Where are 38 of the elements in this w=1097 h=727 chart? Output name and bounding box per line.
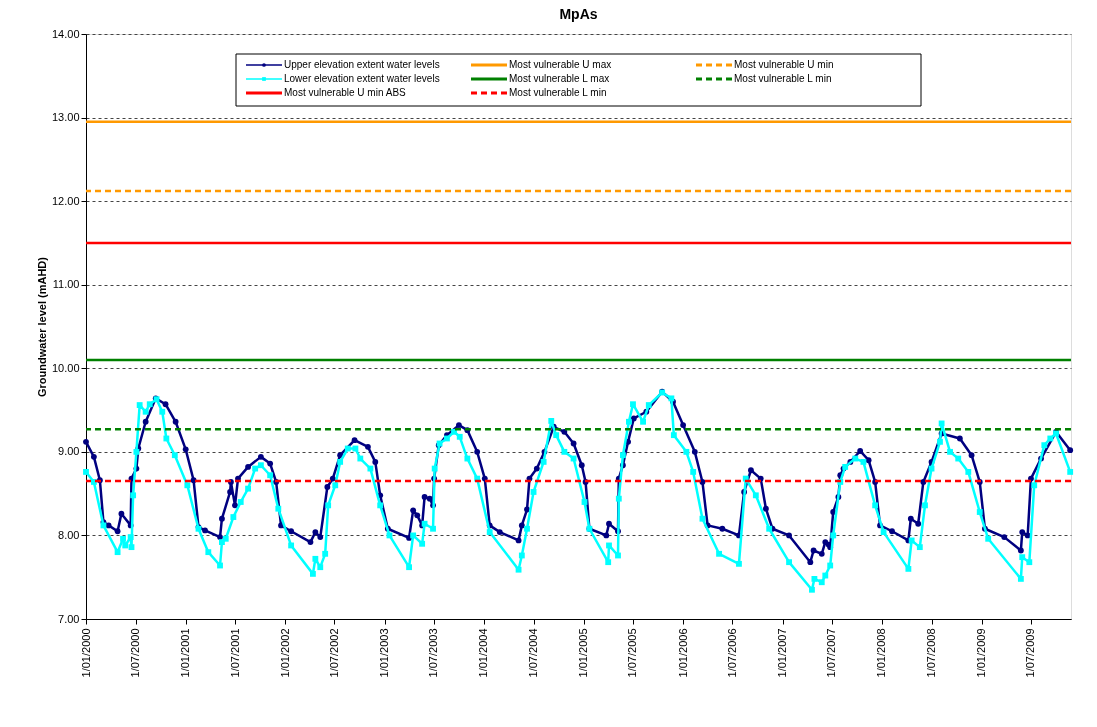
y-tick-label: 10.00 <box>51 361 80 374</box>
x-tick-label: 1/01/2009 <box>975 628 988 678</box>
legend-label: Most vulnerable U max <box>509 59 612 70</box>
x-tick-label: 1/07/2002 <box>327 628 340 678</box>
x-tick-label: 1/07/2000 <box>129 628 142 678</box>
y-tick-label: 12.00 <box>51 194 80 207</box>
x-tick-label: 1/01/2006 <box>676 628 689 678</box>
y-tick-label: 7.00 <box>58 612 80 625</box>
x-tick-label: 1/01/2000 <box>79 628 92 678</box>
legend-label: Most vulnerable L min <box>734 73 832 84</box>
legend-label: Lower elevation extent water levels <box>284 73 440 84</box>
legend-label: Most vulnerable L max <box>509 73 610 84</box>
x-tick-label: 1/07/2004 <box>527 628 540 678</box>
y-tick-label: 9.00 <box>58 445 80 458</box>
legend-label: Upper elevation extent water levels <box>284 59 440 70</box>
x-tick-label: 1/01/2008 <box>875 628 888 678</box>
legend-label: Most vulnerable U min ABS <box>284 87 407 98</box>
x-tick-label: 1/07/2001 <box>228 628 241 678</box>
y-tick-label: 8.00 <box>58 528 80 541</box>
x-tick-label: 1/01/2001 <box>179 628 192 678</box>
y-tick-label: 11.00 <box>52 278 80 291</box>
x-tick-label: 1/01/2004 <box>477 628 490 678</box>
x-tick-label: 1/01/2002 <box>278 628 291 678</box>
y-tick-label: 13.00 <box>51 111 80 124</box>
y-axis-title: Groundwater level (mAHD) <box>35 256 48 397</box>
x-tick-label: 1/01/2007 <box>776 628 789 678</box>
x-tick-label: 1/07/2007 <box>825 628 838 678</box>
x-tick-label: 1/07/2009 <box>1024 628 1037 678</box>
y-tick-label: 14.00 <box>51 27 80 40</box>
chart-title: MpAs <box>559 6 598 22</box>
x-tick-label: 1/07/2006 <box>725 628 738 678</box>
x-tick-label: 1/07/2008 <box>925 628 938 678</box>
x-tick-label: 1/07/2005 <box>626 628 639 678</box>
x-tick-label: 1/07/2003 <box>427 628 440 678</box>
x-tick-label: 1/01/2005 <box>577 628 590 678</box>
x-tick-label: 1/01/2003 <box>378 628 391 678</box>
legend-label: Most vulnerable L min <box>509 87 607 98</box>
legend-label: Most vulnerable U min <box>734 59 834 70</box>
